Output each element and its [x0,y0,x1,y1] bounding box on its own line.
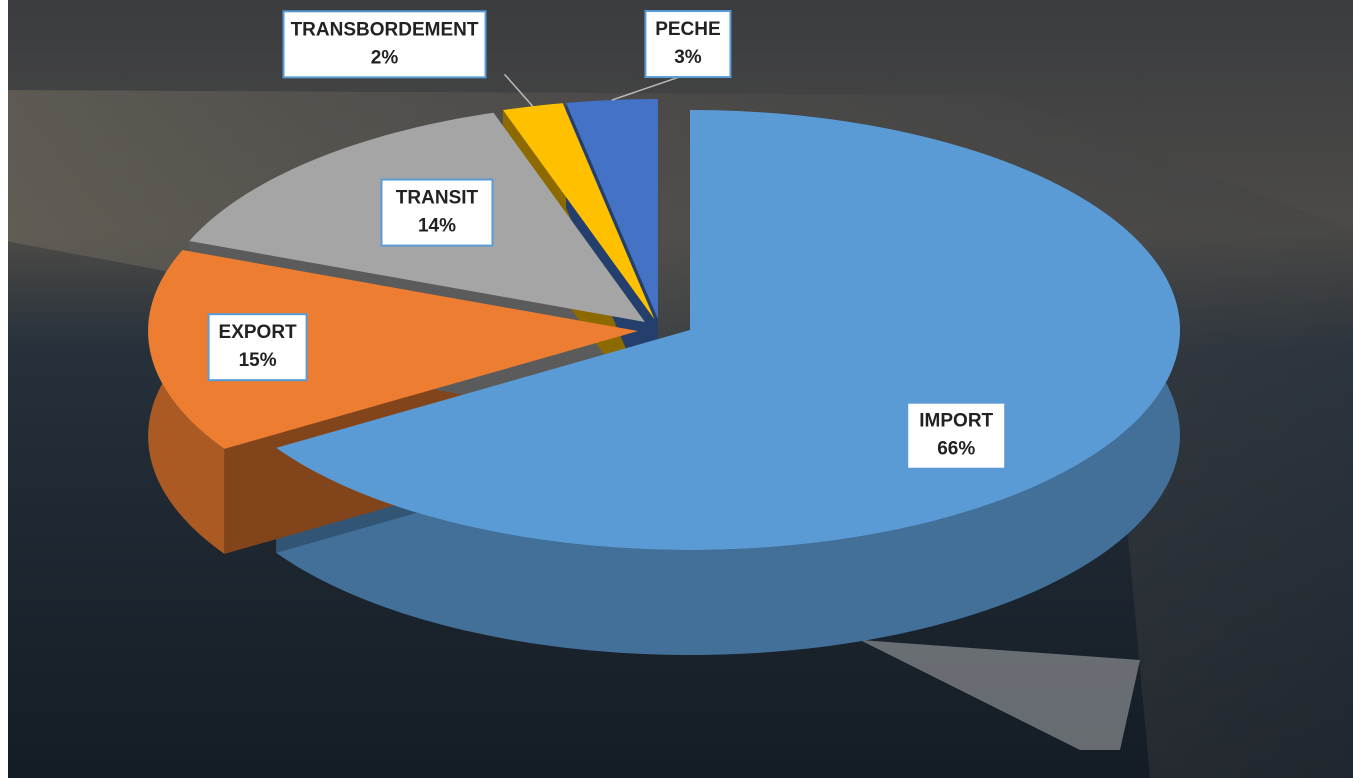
category-label: PECHE [655,19,720,40]
ship [860,640,1140,750]
value-label: 14% [418,216,456,237]
label-box [906,401,1007,470]
category-label: EXPORT [219,322,298,343]
category-label: IMPORT [919,411,993,432]
value-label: 66% [937,439,975,460]
label-box [207,313,308,382]
labels: IMPORT 66% EXPORT 15% TRANSIT 14% TRANSBORDEME… [207,10,1007,470]
border [0,0,8,778]
value-label: 3% [674,47,702,68]
slice [503,103,655,320]
label-box [380,178,494,247]
category-label: TRANSIT [396,188,479,209]
slice [148,250,639,449]
slice [566,99,658,320]
value-label: 15% [239,350,277,371]
value-label: 2% [371,47,399,68]
label-box [644,10,732,79]
leader-line [611,73,689,101]
leader-line [503,73,534,107]
label-box [282,10,487,79]
category-label: TRANSBORDEMENT [291,19,479,40]
